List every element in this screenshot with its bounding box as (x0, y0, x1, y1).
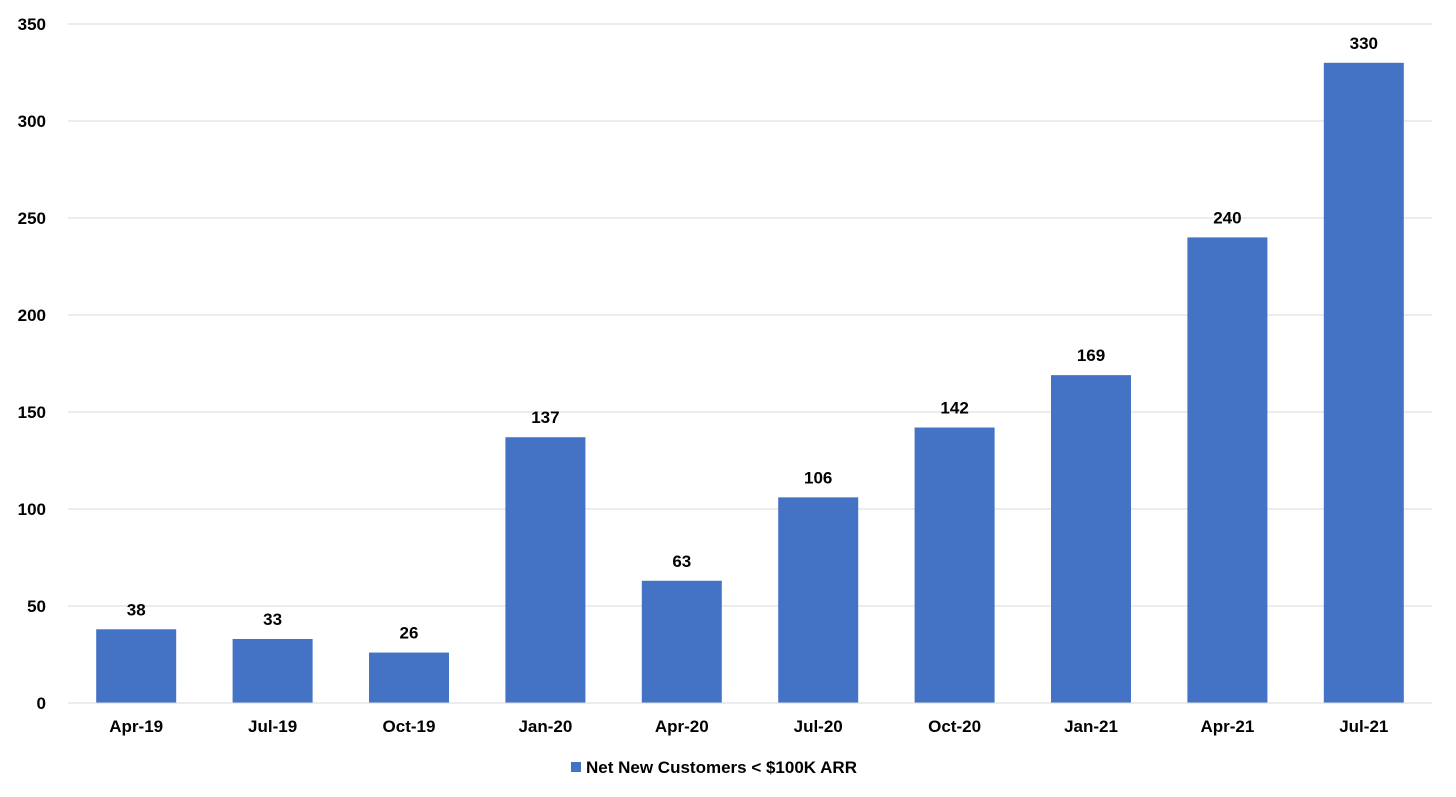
legend: Net New Customers < $100K ARR (571, 758, 857, 777)
y-tick-label: 50 (27, 597, 46, 616)
bar (914, 427, 995, 703)
y-tick-label: 0 (37, 694, 46, 713)
data-label: 63 (672, 552, 691, 571)
x-tick-label: Jul-20 (794, 717, 843, 736)
x-tick-label: Apr-19 (109, 717, 163, 736)
y-tick-label: 300 (18, 112, 46, 131)
y-tick-label: 150 (18, 403, 46, 422)
bar (505, 437, 586, 703)
data-label: 26 (400, 624, 419, 643)
bar (1051, 375, 1131, 703)
data-labels: 38 33 26 137 63 106 142 169 240 330 (127, 34, 1378, 643)
gridlines (68, 23, 1432, 607)
bars (96, 62, 1404, 704)
y-axis-ticks: 0 50 100 150 200 250 300 350 (18, 15, 46, 713)
bar (232, 638, 313, 703)
data-label: 142 (940, 399, 968, 418)
bar (778, 497, 859, 703)
bar (1323, 62, 1404, 704)
bar (369, 652, 449, 703)
x-tick-label: Apr-20 (655, 717, 709, 736)
x-tick-label: Oct-20 (928, 717, 981, 736)
y-tick-label: 350 (18, 15, 46, 34)
x-tick-label: Jan-20 (518, 717, 572, 736)
data-label: 330 (1350, 34, 1378, 53)
data-label: 38 (127, 600, 146, 619)
y-tick-label: 200 (18, 306, 46, 325)
x-tick-label: Jul-19 (248, 717, 297, 736)
bar (1187, 237, 1268, 703)
x-tick-label: Oct-19 (383, 717, 436, 736)
x-tick-label: Apr-21 (1200, 717, 1254, 736)
data-label: 169 (1077, 346, 1105, 365)
x-axis-ticks: Apr-19 Jul-19 Oct-19 Jan-20 Apr-20 Jul-20 Oct-… (109, 717, 1388, 736)
bar (96, 629, 177, 703)
data-label: 33 (263, 610, 282, 629)
bar (641, 580, 722, 703)
legend-label: Net New Customers < $100K ARR (586, 758, 857, 777)
x-tick-label: Jan-21 (1064, 717, 1118, 736)
data-label: 137 (531, 408, 559, 427)
y-tick-label: 250 (18, 209, 46, 228)
y-tick-label: 100 (18, 500, 46, 519)
data-label: 240 (1213, 208, 1241, 227)
legend-swatch (571, 762, 581, 772)
x-tick-label: Jul-21 (1339, 717, 1388, 736)
data-label: 106 (804, 468, 832, 487)
